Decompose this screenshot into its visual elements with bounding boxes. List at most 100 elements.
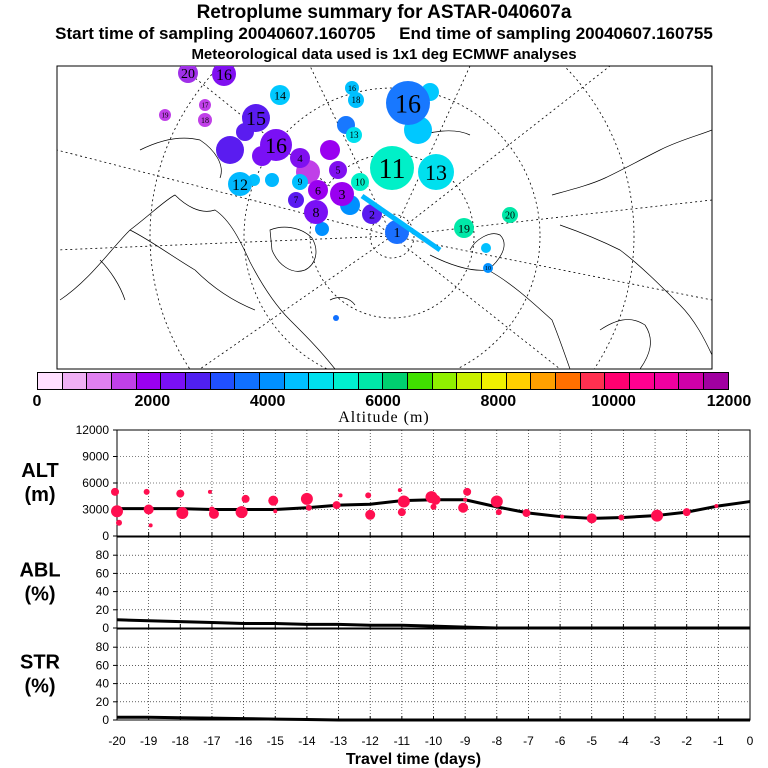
plume-day-label: 17 <box>202 102 210 110</box>
sampling-times: Start time of sampling 20040607.160705 E… <box>55 24 713 43</box>
plume-cluster-circle <box>242 104 270 132</box>
plume-cluster-circle <box>198 113 212 127</box>
colorbar-tick-label: 10000 <box>591 393 636 410</box>
plume-cluster-circle <box>159 109 171 121</box>
colorbar-tick-label: 0 <box>32 393 42 410</box>
plume-day-label: 4 <box>297 153 303 165</box>
colorbar-swatch <box>506 373 532 389</box>
plume-cluster-circle <box>370 146 414 190</box>
colorbar-swatch <box>309 373 335 389</box>
plume-cluster-circle <box>178 66 198 83</box>
colorbar-swatch <box>580 373 606 389</box>
plume-cluster-circle <box>292 174 308 190</box>
plume-day-label: 3 <box>339 188 346 203</box>
plume-day-label: 5 <box>336 166 341 177</box>
plume-day-label: 19 <box>458 221 470 235</box>
colorbar-swatch <box>630 373 655 389</box>
plume-day-label: 9 <box>298 177 303 187</box>
plume-cluster-circle <box>386 81 430 125</box>
plume-day-label: 6 <box>315 183 321 197</box>
colorbar-tick-label: 6000 <box>365 393 401 410</box>
plume-cluster-circle <box>315 222 329 236</box>
plume-cluster-circle <box>483 263 493 273</box>
colorbar-swatch <box>186 373 211 389</box>
plume-cluster-circle <box>481 243 491 253</box>
colorbar-caption: Altitude (m) <box>338 409 430 426</box>
colorbar-tick-label: 12000 <box>706 393 752 410</box>
plume-cluster-circle <box>199 99 211 111</box>
plume-cluster-circle <box>329 161 347 179</box>
plume-cluster-circle <box>320 140 340 160</box>
plume-cluster-circle <box>212 66 236 86</box>
plume-day-label: 20 <box>181 67 195 82</box>
colorbar-swatch <box>210 373 236 389</box>
plume-cluster-circle <box>304 200 328 224</box>
plume-day-label: 16 <box>395 89 421 118</box>
plume-day-label: 14 <box>274 88 286 102</box>
plume-day-label: 11 <box>379 154 406 185</box>
plume-day-label: 20 <box>505 211 515 222</box>
plume-day-label: 19 <box>162 112 170 120</box>
plume-day-label: 12 <box>232 177 248 194</box>
plume-day-label: 7 <box>294 195 299 205</box>
plume-day-label: 18 <box>201 116 209 125</box>
plume-day-label: 16 <box>265 133 287 158</box>
colorbar-swatch <box>679 373 705 389</box>
plume-cluster-circle <box>348 92 364 108</box>
plume-day-label: 13 <box>425 160 447 185</box>
colorbar-swatch <box>556 373 581 389</box>
plume-cluster-circle <box>290 148 310 168</box>
plume-cluster-circle <box>502 207 518 223</box>
colorbar-swatch <box>62 373 88 389</box>
plume-cluster-circle <box>418 154 454 190</box>
plume-cluster-circle <box>265 173 279 187</box>
colorbar-swatch <box>38 373 63 389</box>
coastlines <box>59 129 712 369</box>
plume-day-label: 8 <box>313 206 320 221</box>
plume-cluster-circle <box>454 218 474 238</box>
plume-day-label: 18 <box>352 95 362 105</box>
plume-day-label: 13 <box>350 130 360 140</box>
plume-cluster-circle <box>270 85 290 105</box>
plume-cluster-circle <box>333 315 339 321</box>
colorbar-swatch <box>87 373 113 389</box>
plume-day-label: 10 <box>485 266 491 272</box>
plume-cluster-circle <box>351 173 369 191</box>
plume-cluster-circle <box>346 127 362 143</box>
colorbar-swatch <box>408 373 433 389</box>
colorbar-tick-label: 4000 <box>249 393 286 410</box>
plume-cluster-circle <box>330 182 354 206</box>
colorbar-swatch <box>358 373 384 389</box>
plume-day-label: 16 <box>216 67 232 84</box>
mean-trajectory-segment <box>360 193 442 253</box>
plume-cluster-circle <box>345 81 359 95</box>
altitude-colorbar <box>37 372 729 390</box>
chart-title: Retroplume summary for ASTAR-040607a <box>196 2 572 23</box>
colorbar-swatch <box>334 373 359 389</box>
colorbar-swatch <box>112 373 137 389</box>
plume-day-label: 15 <box>246 108 266 130</box>
plume-day-label: 2 <box>369 207 375 221</box>
colorbar-swatch <box>605 373 631 389</box>
plume-cluster-circle <box>288 192 304 208</box>
plume-day-label: 16 <box>348 84 356 93</box>
colorbar-swatch <box>136 373 162 389</box>
colorbar-swatch <box>235 373 261 389</box>
colorbar-swatch <box>482 373 507 389</box>
colorbar-swatch <box>161 373 187 389</box>
colorbar-swatch <box>284 373 310 389</box>
colorbar-swatch <box>260 373 285 389</box>
colorbar-swatch <box>432 373 458 389</box>
met-data-note: Meteorological data used is 1x1 deg ECMW… <box>191 46 577 63</box>
colorbar-tick-label: 8000 <box>480 393 517 410</box>
colorbar-swatch <box>457 373 483 389</box>
colorbar-swatch <box>383 373 409 389</box>
plume-clusters: 20 16 14 16 15 16 11 13 12 8 6 3 2 1 19 20 18 17 19 10 4 5 7 9 1… <box>159 66 518 321</box>
plume-day-label: 10 <box>355 178 365 189</box>
plume-day-label: 1 <box>394 226 401 241</box>
plume-cluster-circle <box>216 136 244 164</box>
map-frame <box>56 65 713 370</box>
plume-cluster-circle <box>260 129 292 161</box>
colorbar-swatch <box>531 373 557 389</box>
